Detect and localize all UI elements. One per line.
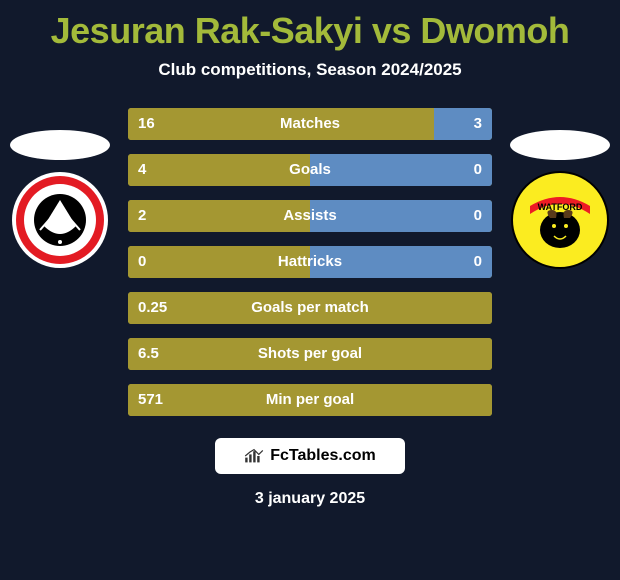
stat-label: Matches bbox=[128, 108, 492, 140]
team-badge-right: WATFORD bbox=[510, 170, 610, 270]
svg-text:WATFORD: WATFORD bbox=[538, 202, 583, 212]
page-subtitle: Club competitions, Season 2024/2025 bbox=[0, 60, 620, 80]
stats-bars: 163Matches 40Goals 20Assists 00Hattricks 0.2… bbox=[128, 108, 492, 416]
team-badge-left bbox=[10, 170, 110, 270]
stat-bar: 00Hattricks bbox=[128, 246, 492, 278]
stat-bar: 163Matches bbox=[128, 108, 492, 140]
stat-bar: 20Assists bbox=[128, 200, 492, 232]
stat-label: Goals per match bbox=[128, 292, 492, 324]
stat-bar: 6.5Shots per goal bbox=[128, 338, 492, 370]
stat-label: Shots per goal bbox=[128, 338, 492, 370]
branding-badge: FcTables.com bbox=[215, 438, 405, 474]
stat-label: Assists bbox=[128, 200, 492, 232]
player-shadow-left bbox=[10, 130, 110, 160]
page-title: Jesuran Rak-Sakyi vs Dwomoh bbox=[0, 0, 620, 52]
branding-text: FcTables.com bbox=[270, 447, 376, 465]
stat-bar: 40Goals bbox=[128, 154, 492, 186]
page-date: 3 january 2025 bbox=[0, 490, 620, 508]
stat-label: Min per goal bbox=[128, 384, 492, 416]
stat-label: Goals bbox=[128, 154, 492, 186]
chart-icon bbox=[244, 448, 264, 464]
player-shadow-right bbox=[510, 130, 610, 160]
stat-label: Hattricks bbox=[128, 246, 492, 278]
stat-bar: 0.25Goals per match bbox=[128, 292, 492, 324]
stat-bar: 571Min per goal bbox=[128, 384, 492, 416]
